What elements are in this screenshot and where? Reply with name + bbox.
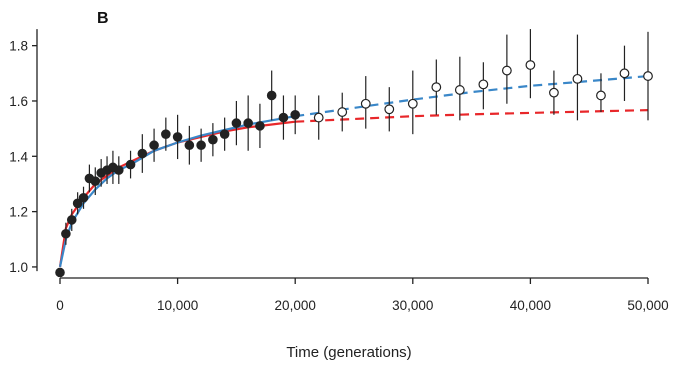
data-point-open <box>501 65 512 76</box>
data-point-open <box>572 73 583 84</box>
axes: 1.0 1.2 1.4 1.6 1.8 0 10,000 20,000 30,000 40,000… <box>9 29 669 313</box>
data-point-filled <box>266 90 277 101</box>
data-point-open <box>596 90 606 101</box>
y-tick-label: 1.2 <box>9 205 28 220</box>
data-point-open <box>478 79 489 90</box>
data-point-filled <box>196 140 206 151</box>
data-point-filled <box>243 118 253 128</box>
x-tick-label: 40,000 <box>510 298 551 313</box>
data-point-filled <box>61 228 71 239</box>
data-point-open <box>431 82 442 93</box>
data-point-open <box>549 87 559 98</box>
x-tick-label: 50,000 <box>627 298 668 313</box>
fit-curve-dashed <box>295 109 649 123</box>
data-point-filled <box>55 267 65 278</box>
data-point-filled <box>90 176 101 186</box>
x-tick-label: 10,000 <box>157 298 198 313</box>
data-point-open <box>643 71 653 81</box>
x-axis-title: Time (generations) <box>286 344 411 361</box>
data-point-filled <box>114 165 124 175</box>
y-tick-label: 1.4 <box>9 149 28 164</box>
data-point-open <box>337 107 348 117</box>
data-point-filled <box>278 112 289 123</box>
data-point-open <box>407 98 418 109</box>
fit-curve-dashed <box>295 75 649 118</box>
data-point-filled <box>208 134 218 145</box>
data-point-open <box>360 98 371 109</box>
data-point-filled <box>290 110 300 120</box>
data-point-filled <box>161 129 171 139</box>
x-tick-label: 20,000 <box>275 298 316 313</box>
data-point-filled <box>219 129 230 139</box>
data-point-open <box>454 85 465 95</box>
data-point-filled <box>184 140 195 151</box>
data-point-filled <box>78 192 89 203</box>
panel-label: B <box>97 10 109 27</box>
x-tick-label: 0 <box>56 298 64 313</box>
x-tick-label: 30,000 <box>392 298 433 313</box>
data-point-filled <box>72 198 83 209</box>
data-point-open <box>525 60 536 70</box>
data-point-filled <box>231 118 242 128</box>
y-tick-label: 1.6 <box>9 94 28 109</box>
data-point-filled <box>137 148 148 159</box>
data-point-filled <box>172 132 183 142</box>
data-point-filled <box>149 140 159 151</box>
data-point-open <box>313 112 324 123</box>
data-point-open <box>619 68 630 79</box>
data-points <box>55 29 653 278</box>
y-tick-label: 1.0 <box>9 260 28 275</box>
data-point-filled <box>255 121 265 131</box>
fit-curves <box>58 75 649 268</box>
data-point-open <box>384 104 395 115</box>
data-point-filled <box>125 159 136 170</box>
y-tick-label: 1.8 <box>9 39 28 54</box>
data-point-filled <box>66 215 77 225</box>
